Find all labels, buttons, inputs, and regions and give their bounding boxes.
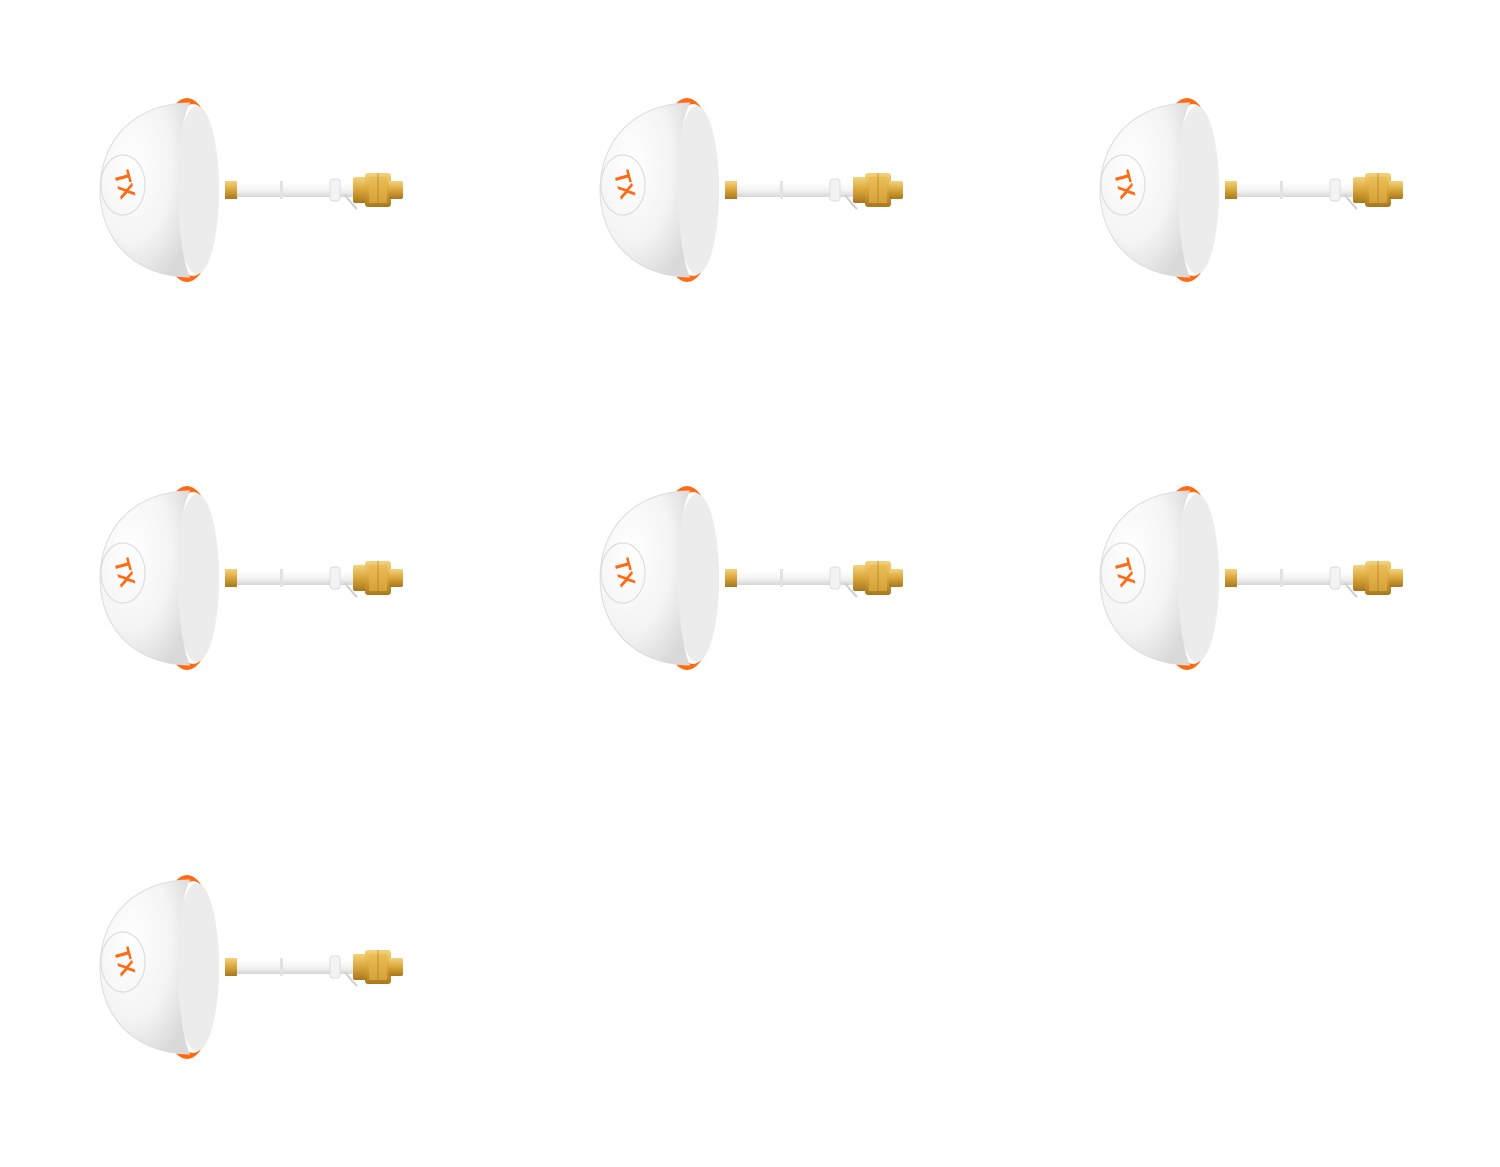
antenna-drawing: TX [99, 98, 403, 282]
antenna-drawing: TX [599, 98, 903, 282]
base-pin [225, 958, 237, 976]
antenna-image-7: TX [95, 872, 425, 1072]
sma-connector [353, 177, 367, 203]
cable [225, 183, 355, 197]
base-pin [225, 569, 237, 587]
sma-connector [1353, 565, 1367, 591]
antenna-image-3: TX [1095, 95, 1425, 295]
base-pin [1225, 181, 1237, 199]
base-pin [725, 181, 737, 199]
cable [225, 571, 355, 585]
sma-connector [353, 565, 367, 591]
base-pin [725, 569, 737, 587]
base-pin [225, 181, 237, 199]
antenna-drawing: TX [99, 875, 403, 1059]
antenna-image-6: TX [1095, 483, 1425, 683]
antenna-image-5: TX [595, 483, 925, 683]
antenna-image-4: TX [95, 483, 425, 683]
cable [225, 960, 355, 974]
antenna-image-1: TX [95, 95, 425, 295]
antenna-drawing: TX [1099, 98, 1403, 282]
base-pin [1225, 569, 1237, 587]
sma-connector [1353, 177, 1367, 203]
antenna-drawing: TX [99, 486, 403, 670]
antenna-drawing: TX [599, 486, 903, 670]
sma-connector [853, 177, 867, 203]
cable [1225, 571, 1355, 585]
cable [725, 571, 855, 585]
antenna-drawing: TX [1099, 486, 1403, 670]
cable [725, 183, 855, 197]
sma-connector [353, 954, 367, 980]
cable [1225, 183, 1355, 197]
antenna-image-2: TX [595, 95, 925, 295]
sma-connector [853, 565, 867, 591]
